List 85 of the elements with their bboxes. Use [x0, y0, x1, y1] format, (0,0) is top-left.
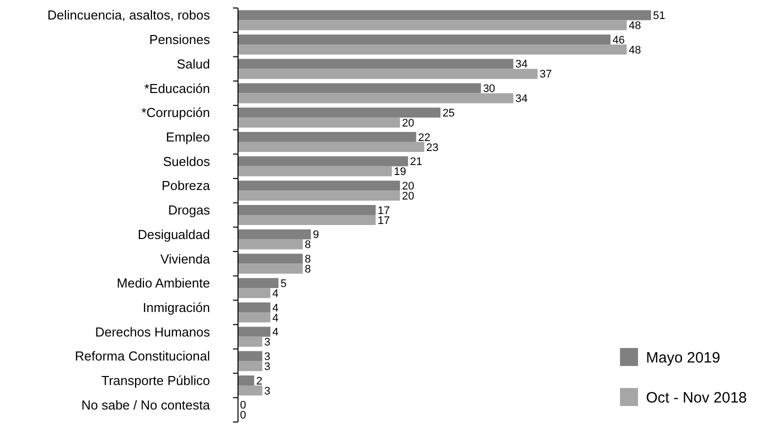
bar	[238, 10, 651, 20]
data-label: 20	[402, 180, 414, 192]
data-label: 25	[442, 107, 455, 120]
data-label: 3	[264, 336, 270, 349]
data-label: 37	[540, 68, 552, 81]
bar	[238, 205, 376, 215]
y-tick-label: Pensiones	[149, 32, 210, 48]
bar	[238, 44, 627, 55]
y-tick-label: Drogas	[168, 202, 210, 218]
y-tick-label: *Educación	[144, 80, 210, 96]
bar	[238, 312, 270, 322]
y-tick-label: Delincuencia, asaltos, robos	[47, 8, 210, 23]
y-tick-label: Desigualdad	[138, 226, 210, 242]
bar	[238, 351, 262, 362]
bar	[238, 336, 262, 347]
bar	[238, 166, 392, 176]
data-label: 5	[280, 278, 287, 290]
y-tick-label: Reforma Constitucional	[74, 348, 210, 364]
data-label: 3	[264, 350, 270, 363]
data-label: 8	[304, 239, 311, 252]
y-tick-label: Salud	[176, 56, 210, 72]
bar	[238, 180, 400, 191]
y-tick-label: Empleo	[166, 129, 210, 144]
bar	[238, 68, 538, 79]
y-tick-label: Vivienda	[160, 251, 211, 266]
legend-label: Mayo 2019	[646, 349, 720, 366]
data-label: 34	[515, 93, 528, 106]
data-label: 3	[264, 360, 270, 373]
y-tick-label: No sabe / No contesta	[81, 397, 211, 412]
bar	[238, 20, 627, 30]
bar	[238, 326, 270, 337]
bar	[238, 385, 262, 396]
data-label: 20	[402, 117, 414, 130]
bar	[238, 375, 254, 386]
data-label: 17	[378, 214, 390, 227]
data-label: 51	[653, 10, 666, 22]
bar	[238, 361, 262, 372]
y-tick-label: Transporte Público	[101, 373, 210, 388]
bar	[238, 264, 303, 274]
data-label: 19	[394, 166, 406, 178]
data-label: 4	[272, 326, 279, 339]
data-label: 4	[272, 302, 279, 314]
legend-label: Oct - Nov 2018	[646, 389, 747, 406]
y-tick-label: *Corrupción	[141, 105, 210, 120]
bar	[238, 83, 481, 94]
data-label: 8	[304, 264, 311, 276]
bar	[238, 118, 400, 128]
data-label: 20	[402, 190, 414, 202]
y-tick-label: Sueldos	[163, 154, 210, 169]
data-label: 8	[304, 254, 311, 266]
bar	[238, 302, 270, 312]
y-tick-label: Pobreza	[162, 178, 211, 194]
bar	[238, 254, 303, 264]
bar	[238, 132, 416, 142]
bar	[238, 215, 376, 225]
data-label: 48	[628, 20, 641, 32]
bar	[238, 34, 611, 45]
data-label: 0	[240, 410, 246, 422]
bar	[238, 229, 311, 240]
bar	[238, 108, 440, 118]
bar	[238, 190, 400, 201]
data-label: 4	[272, 288, 279, 300]
bar	[238, 278, 278, 288]
bar	[238, 156, 408, 166]
data-label: 46	[612, 34, 625, 46]
data-label: 0	[240, 400, 246, 412]
bar	[238, 239, 303, 250]
data-label: 30	[482, 83, 496, 96]
data-label: 23	[426, 142, 439, 154]
bar	[238, 142, 424, 152]
data-label: 4	[272, 312, 279, 324]
data-label: 3	[264, 385, 270, 398]
y-tick-label: Medio Ambiente	[116, 276, 210, 291]
bar	[238, 58, 514, 69]
data-label: 2	[256, 375, 262, 388]
data-label: 9	[312, 229, 320, 242]
y-tick-label: Inmigración	[142, 300, 210, 315]
bar	[238, 288, 270, 298]
data-label: 21	[410, 156, 422, 168]
data-label: 17	[378, 204, 390, 217]
data-label: 22	[418, 132, 430, 144]
data-label: 48	[628, 44, 641, 56]
data-label: 34	[515, 58, 528, 71]
bar	[238, 93, 514, 104]
y-tick-label: Derechos Humanos	[95, 324, 210, 340]
